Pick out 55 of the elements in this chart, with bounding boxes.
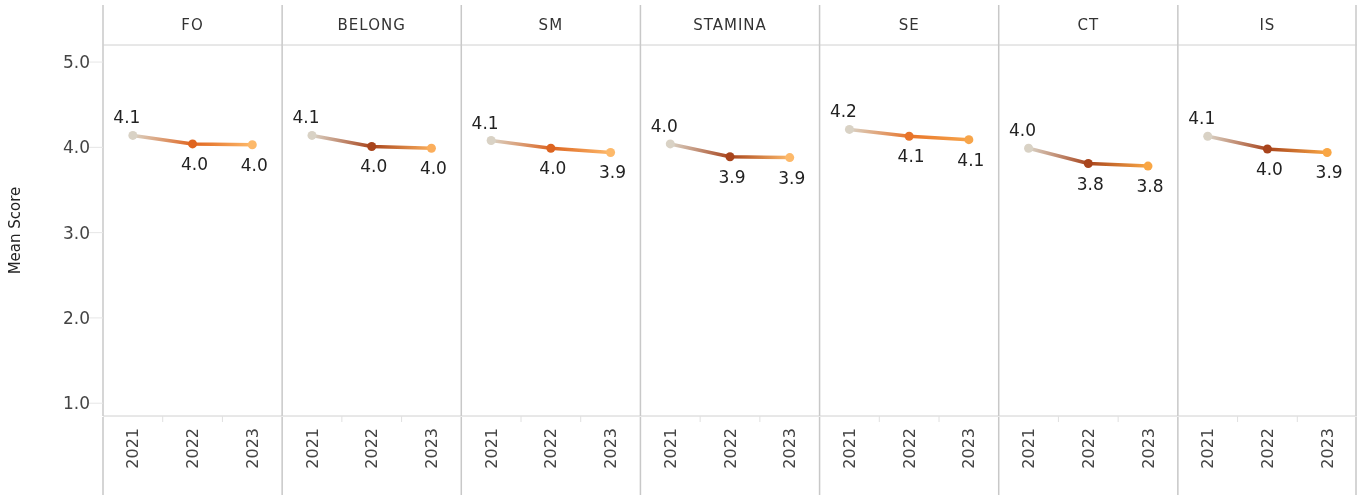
y-tick-label: 4.0 bbox=[62, 137, 90, 158]
chart-title: SM bbox=[538, 16, 564, 34]
x-tick-label: 2023 bbox=[422, 428, 442, 469]
data-label: 4.0 bbox=[539, 158, 567, 179]
data-label: 3.9 bbox=[1315, 162, 1343, 183]
y-tick-label: 3.0 bbox=[62, 222, 90, 243]
y-tick-label: 2.0 bbox=[62, 307, 90, 328]
chart-title: FO bbox=[181, 16, 204, 34]
y-axis-title: Mean Score bbox=[6, 186, 24, 275]
data-label: 4.0 bbox=[360, 156, 388, 177]
x-tick-label: 2021 bbox=[123, 428, 143, 469]
x-tick-label: 2023 bbox=[1138, 428, 1158, 469]
y-tick-label: 1.0 bbox=[62, 393, 90, 414]
data-label: 4.0 bbox=[1255, 159, 1283, 180]
x-tick-label: 2023 bbox=[780, 428, 800, 469]
x-tick-label: 2022 bbox=[541, 428, 561, 469]
x-tick-label: 2022 bbox=[720, 428, 740, 469]
data-label: 3.9 bbox=[599, 162, 627, 183]
data-label: 3.9 bbox=[718, 166, 746, 187]
data-label: 4.0 bbox=[181, 153, 209, 174]
x-tick-label: 2021 bbox=[302, 428, 322, 469]
chart-title: STAMINA bbox=[693, 16, 767, 34]
data-label: 4.0 bbox=[1009, 120, 1037, 141]
chart-title: SE bbox=[898, 16, 920, 34]
data-label: 3.8 bbox=[1076, 173, 1104, 194]
x-tick-label: 2021 bbox=[1019, 428, 1039, 469]
x-tick-label: 2023 bbox=[1317, 428, 1337, 469]
data-label: 3.9 bbox=[778, 167, 806, 188]
data-label: 4.1 bbox=[113, 107, 141, 128]
x-tick-label: 2023 bbox=[242, 428, 262, 469]
x-tick-label: 2021 bbox=[1198, 428, 1218, 469]
data-label: 3.8 bbox=[1136, 176, 1164, 197]
data-label: 4.2 bbox=[829, 101, 857, 122]
y-tick-label: 5.0 bbox=[62, 52, 90, 73]
x-tick-label: 2021 bbox=[840, 428, 860, 469]
x-tick-label: 2021 bbox=[660, 428, 680, 469]
x-tick-label: 2022 bbox=[899, 428, 919, 469]
data-label: 4.1 bbox=[292, 107, 320, 128]
x-tick-label: 2021 bbox=[481, 428, 501, 469]
chart-title: BELONG bbox=[337, 16, 406, 34]
data-label: 4.1 bbox=[957, 149, 985, 170]
data-label: 4.0 bbox=[240, 154, 268, 175]
chart-title: CT bbox=[1077, 16, 1100, 34]
data-label: 4.0 bbox=[650, 115, 678, 136]
x-tick-label: 2022 bbox=[183, 428, 203, 469]
x-tick-label: 2022 bbox=[1078, 428, 1098, 469]
x-tick-label: 2022 bbox=[362, 428, 382, 469]
x-tick-label: 2022 bbox=[1258, 428, 1278, 469]
chart-title: IS bbox=[1259, 16, 1276, 34]
data-label: 4.1 bbox=[897, 146, 925, 167]
data-label: 4.1 bbox=[471, 112, 499, 133]
data-label: 4.0 bbox=[419, 158, 447, 179]
data-label: 4.1 bbox=[1188, 108, 1216, 129]
x-tick-label: 2023 bbox=[601, 428, 621, 469]
x-tick-label: 2023 bbox=[959, 428, 979, 469]
